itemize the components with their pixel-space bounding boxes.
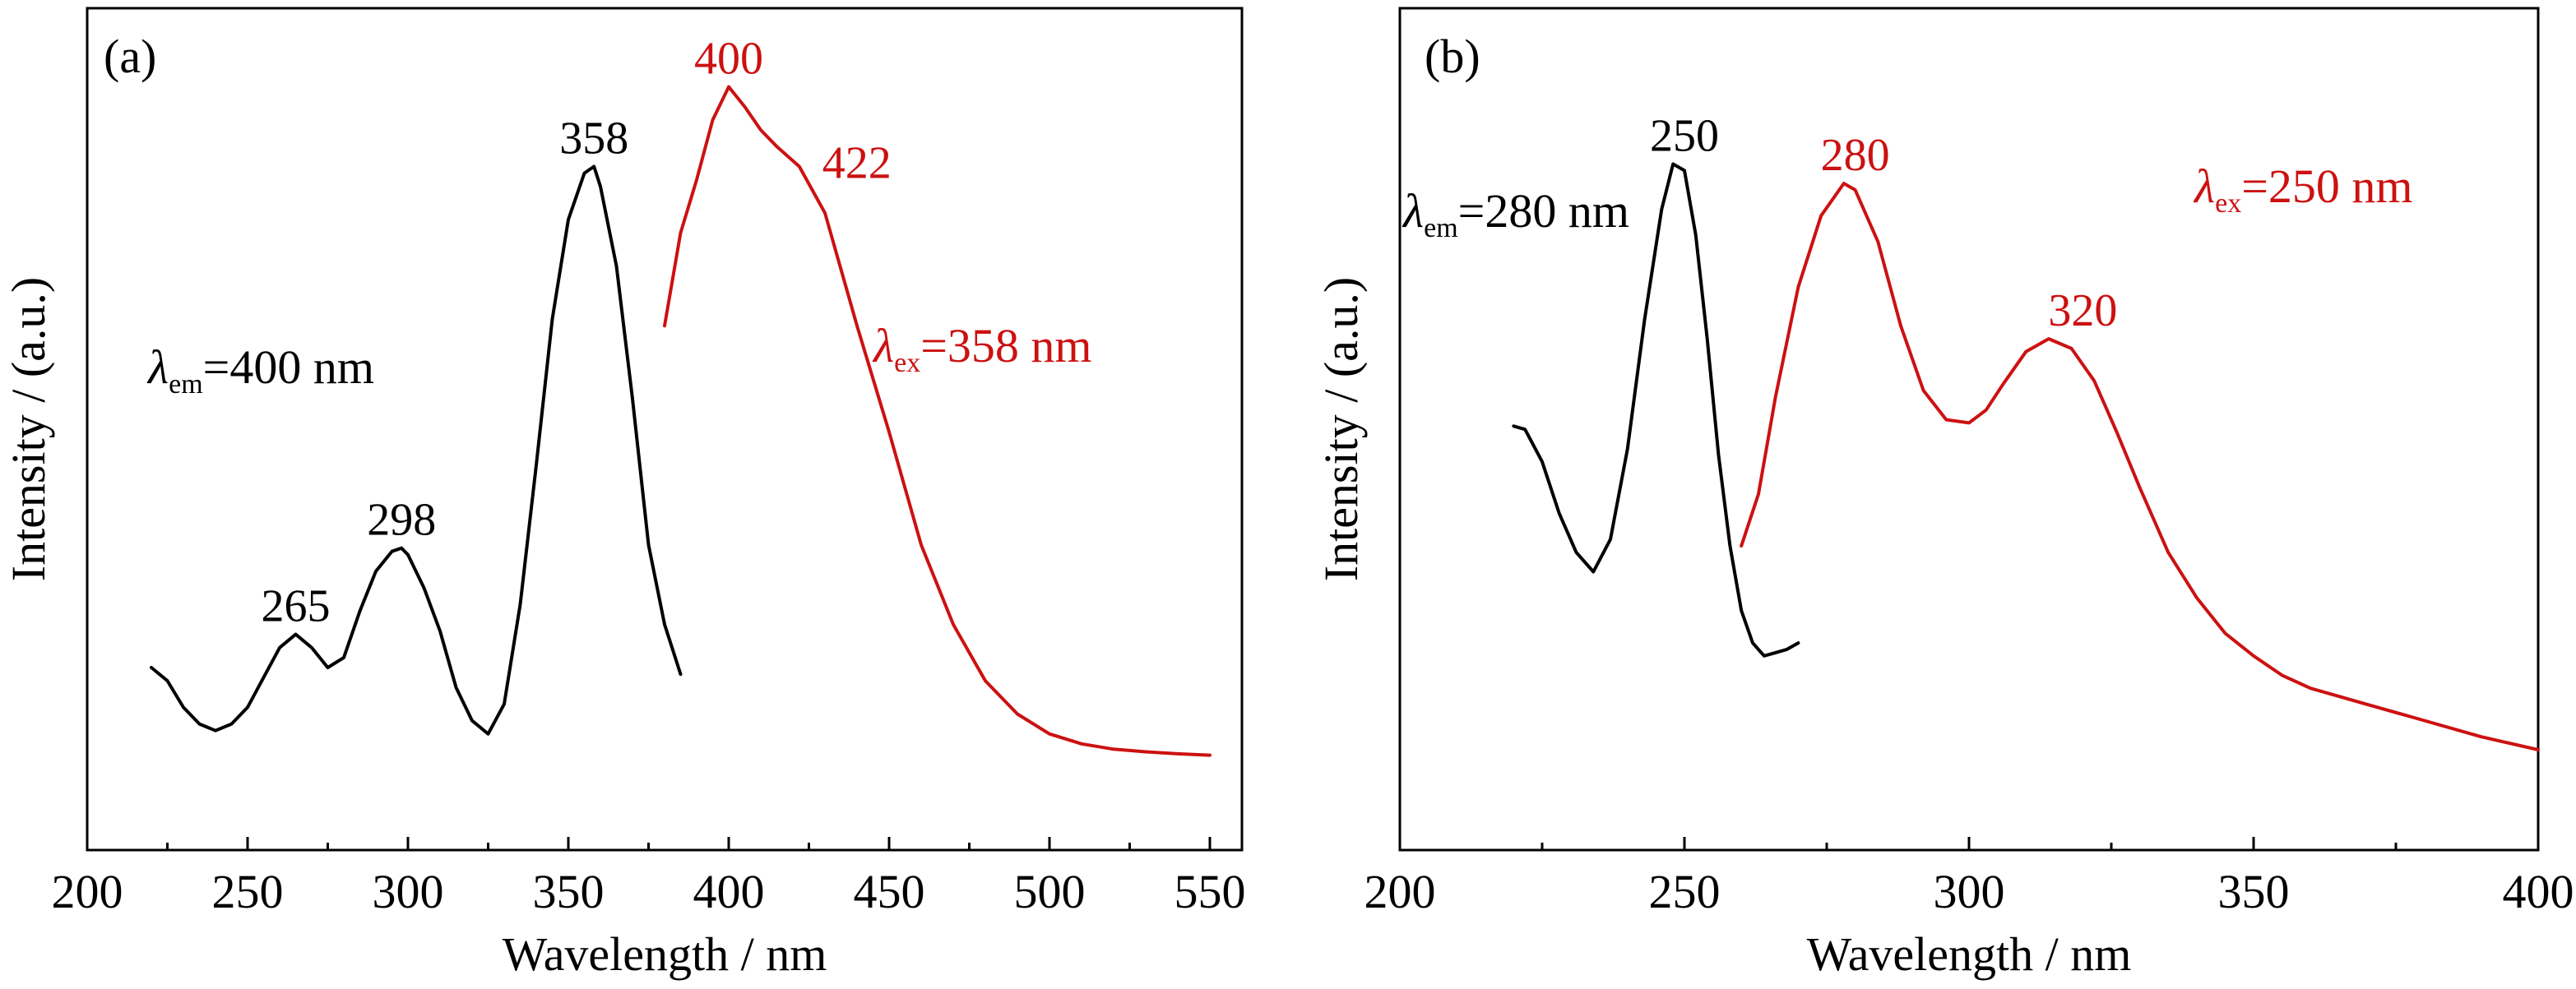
x-tick-label: 250: [212, 865, 284, 918]
peak-label: 265: [262, 581, 331, 632]
peak-label: 358: [559, 113, 628, 164]
peak-label: 422: [822, 138, 892, 189]
annotation-symbol: λ: [146, 340, 169, 394]
peak-label: 298: [367, 495, 436, 546]
panel-b-frame: [1398, 7, 2540, 852]
emission-spectrum-line: [663, 85, 1212, 757]
panel-a-peak-labels: 265 298 358 400 422: [262, 34, 892, 632]
panel-b: (b) 200 250 300 350 400 Wavelength / nm Inte…: [1314, 7, 2574, 981]
panel-b-label: (b): [1425, 30, 1480, 83]
panel-b-x-axis: 200 250 300 350 400: [1364, 837, 2574, 918]
excitation-spectrum-line: [150, 164, 683, 736]
x-tick-label: 500: [1014, 865, 1086, 918]
x-tick-label: 350: [533, 865, 605, 918]
panel-b-x-axis-title: Wavelength / nm: [1807, 927, 2132, 981]
panel-a-frame: [86, 7, 1244, 852]
x-tick-label: 400: [693, 865, 765, 918]
peak-label: 280: [1821, 130, 1890, 181]
annotation-subscript: em: [169, 369, 203, 400]
annotation-value: =250 nm: [2241, 159, 2412, 213]
annotation-subscript: em: [1424, 213, 1458, 243]
annotation-value: =400 nm: [203, 340, 374, 394]
panel-a-series: [150, 85, 1212, 757]
panel-a-x-axis-title: Wavelength / nm: [503, 927, 827, 981]
annotation-value: =358 nm: [920, 319, 1091, 372]
panel-a-x-axis: 200 250 300 350 400 450 500 550: [52, 837, 1246, 918]
x-tick-label: 450: [854, 865, 925, 918]
panel-b-y-axis-title: Intensity / (a.u.): [1314, 277, 1368, 581]
panel-a-emission-annotation: λem=400 nm: [146, 340, 374, 400]
panel-a-label: (a): [104, 30, 156, 83]
annotation-subscript: ex: [894, 348, 920, 378]
x-tick-label: 300: [1934, 865, 2005, 918]
annotation-symbol: λ: [872, 319, 894, 372]
x-tick-label: 350: [2218, 865, 2290, 918]
x-tick-label: 550: [1174, 865, 1246, 918]
panel-a: (a) 200 250 300 350 400 450 500 550 Wavelength …: [2, 7, 1246, 981]
annotation-subscript: ex: [2215, 188, 2241, 219]
panel-b-peak-labels: 250 280 320: [1650, 110, 2117, 336]
x-tick-label: 300: [373, 865, 444, 918]
peak-label: 320: [2048, 285, 2117, 336]
x-tick-label: 400: [2503, 865, 2574, 918]
excitation-spectrum-line: [1512, 162, 1800, 658]
emission-spectrum-line: [1740, 182, 2540, 751]
x-tick-label: 250: [1649, 865, 1721, 918]
panel-a-y-axis-title: Intensity / (a.u.): [2, 277, 55, 581]
peak-label: 400: [694, 34, 763, 85]
panel-b-excitation-annotation: λex=250 nm: [2193, 159, 2413, 219]
x-tick-label: 200: [52, 865, 123, 918]
panel-a-excitation-annotation: λex=358 nm: [872, 319, 1092, 378]
annotation-symbol: λ: [2193, 159, 2215, 213]
panel-b-emission-annotation: λem=280 nm: [1402, 184, 1629, 243]
annotation-value: =280 nm: [1458, 184, 1629, 238]
x-tick-label: 200: [1364, 865, 1436, 918]
peak-label: 250: [1650, 110, 1719, 161]
panel-b-series: [1512, 162, 2540, 751]
annotation-symbol: λ: [1402, 184, 1424, 238]
